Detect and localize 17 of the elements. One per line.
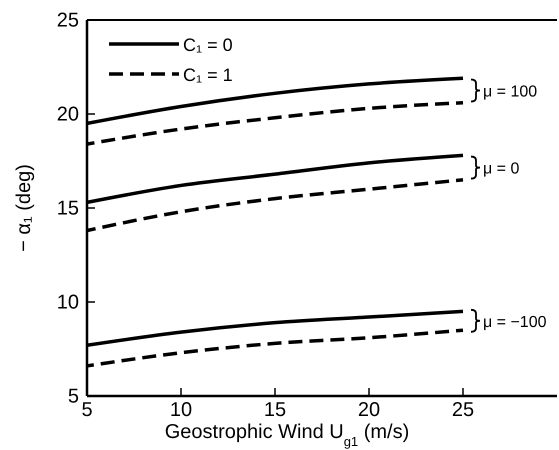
y-tick-label: 20 bbox=[56, 103, 79, 126]
x-tick-label: 25 bbox=[452, 399, 474, 422]
y-axis-title: − α₁ (deg) bbox=[13, 164, 35, 252]
annotation: μ = 0 bbox=[483, 160, 520, 178]
x-tick-label: 10 bbox=[170, 399, 192, 422]
x-tick-label: 5 bbox=[81, 399, 93, 422]
annotation: μ = −100 bbox=[483, 314, 547, 331]
x-tick-label: 15 bbox=[264, 399, 286, 422]
x-tick-label: 20 bbox=[358, 399, 380, 422]
y-tick-label: 25 bbox=[56, 9, 79, 32]
x-axis-title: Geostrophic Wind U$_{g1}$ (m/s) bbox=[164, 421, 410, 448]
legend-label: C₁ = 1 bbox=[183, 65, 233, 85]
annotation: μ = 100 bbox=[483, 84, 538, 100]
y-tick-label: 5 bbox=[68, 385, 79, 408]
y-tick-label: 10 bbox=[56, 291, 79, 314]
y-tick-label: 15 bbox=[56, 197, 79, 220]
legend-label: C₁ = 0 bbox=[183, 35, 233, 55]
